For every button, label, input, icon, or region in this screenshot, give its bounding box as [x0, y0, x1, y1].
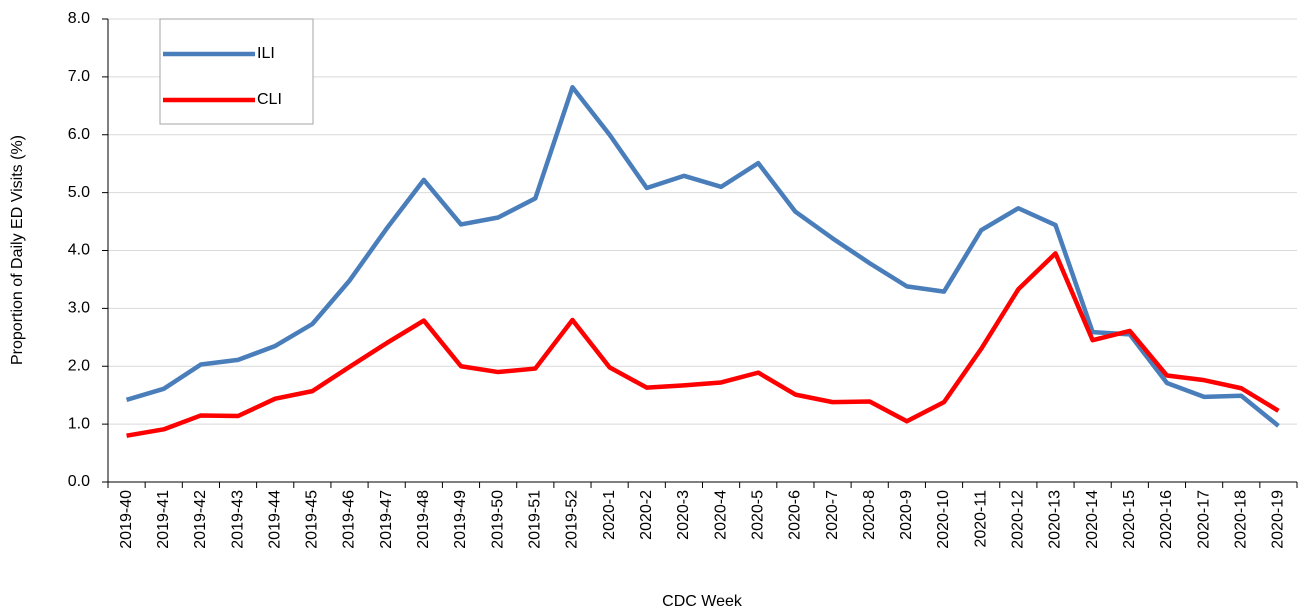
x-tick-label: 2019-50: [489, 490, 506, 549]
x-tick-label: 2020-13: [1047, 490, 1064, 549]
y-tick-label: 0.0: [68, 473, 90, 490]
y-tick-label: 8.0: [68, 10, 90, 27]
x-tick-label: 2019-49: [452, 490, 469, 549]
x-tick-label: 2020-10: [935, 490, 952, 549]
x-tick-label: 2020-4: [712, 490, 729, 540]
y-tick-label: 4.0: [68, 242, 90, 259]
x-tick-label: 2019-42: [192, 490, 209, 549]
y-tick-label: 5.0: [68, 184, 90, 201]
y-axis-title: Proportion of Daily ED Visits (%): [9, 135, 26, 365]
x-tick-label: 2020-17: [1195, 490, 1212, 549]
x-tick-label: 2019-45: [304, 490, 321, 549]
x-tick-label: 2020-3: [675, 490, 692, 540]
x-tick-label: 2020-6: [787, 490, 804, 540]
legend: ILI CLI: [159, 18, 314, 125]
x-tick-label: 2019-48: [415, 490, 432, 549]
x-tick-label: 2020-8: [861, 490, 878, 540]
x-tick-label: 2020-11: [972, 490, 989, 548]
legend-label: ILI: [257, 45, 275, 62]
x-tick-label: 2020-19: [1270, 490, 1287, 549]
x-axis-title: CDC Week: [662, 593, 743, 610]
x-tick-label: 2020-9: [898, 490, 915, 540]
x-tick-label: 2020-15: [1121, 490, 1138, 549]
x-tick-label: 2019-40: [118, 490, 135, 549]
x-tick-label: 2020-2: [638, 490, 655, 540]
x-tick-label: 2019-46: [341, 490, 358, 549]
y-tick-label: 7.0: [68, 68, 90, 85]
x-tick-label: 2020-5: [749, 490, 766, 540]
y-tick-label: 2.0: [68, 357, 90, 374]
x-tick-label: 2020-16: [1158, 490, 1175, 549]
y-tick-label: 1.0: [68, 415, 90, 432]
y-tick-label: 6.0: [68, 126, 90, 143]
series-line: [126, 251, 1280, 438]
x-tick-label: 2020-14: [1084, 490, 1101, 549]
x-tick-label: 2020-1: [601, 490, 618, 540]
x-tick-label: 2019-52: [564, 490, 581, 549]
legend-label: CLI: [257, 91, 282, 108]
legend-box: [159, 18, 314, 125]
series-line: [125, 85, 1280, 428]
y-tick-label: 3.0: [68, 300, 90, 317]
x-tick-label: 2020-7: [824, 490, 841, 540]
x-tick-label: 2019-51: [527, 490, 544, 549]
x-tick-label: 2020-12: [1010, 490, 1027, 549]
x-tick-label: 2019-47: [378, 490, 395, 549]
x-tick-label: 2020-18: [1232, 490, 1249, 549]
x-tick-label: 2019-41: [155, 490, 172, 549]
x-tick-label: 2019-43: [229, 490, 246, 549]
x-tick-label: 2019-44: [266, 490, 283, 549]
